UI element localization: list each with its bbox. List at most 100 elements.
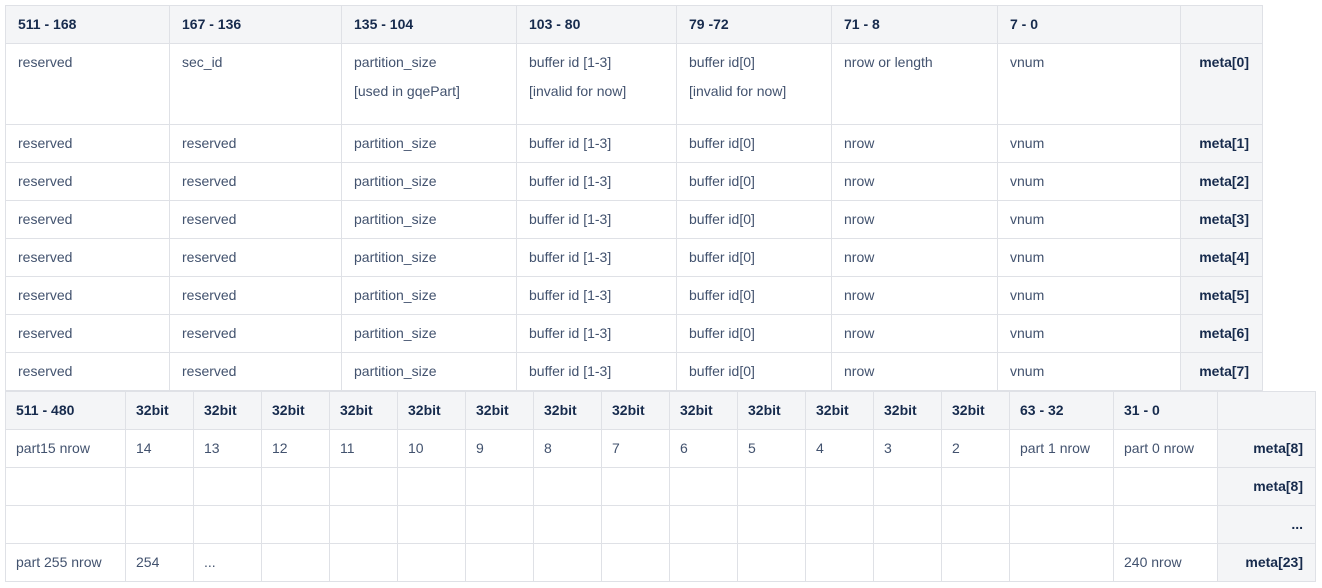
cell: nrow xyxy=(831,238,998,277)
cell: vnum xyxy=(997,352,1181,391)
cell: buffer id [1-3] xyxy=(516,352,677,391)
cell xyxy=(329,467,398,506)
cell: 7 xyxy=(601,429,670,468)
column-header: 32bit xyxy=(873,391,942,430)
cell xyxy=(873,505,942,544)
cell xyxy=(397,467,466,506)
cell xyxy=(125,467,194,506)
cell: 12 xyxy=(261,429,330,468)
cell: 13 xyxy=(193,429,262,468)
cell xyxy=(193,505,262,544)
cell: vnum xyxy=(997,314,1181,353)
meta-cell: meta[0] xyxy=(1180,43,1263,125)
cell: buffer id [1-3] xyxy=(516,276,677,315)
cell: reserved xyxy=(169,124,342,163)
meta-cell: meta[3] xyxy=(1180,200,1263,239)
table-row: reserved reserved partition_size buffer id … xyxy=(5,200,1263,239)
cell: reserved xyxy=(169,162,342,201)
cell: vnum xyxy=(997,238,1181,277)
cell: vnum xyxy=(997,124,1181,163)
header-row: 511 - 480 32bit 32bit 32bit 32bit 32bit 32bit 3… xyxy=(5,391,1316,430)
table-row: part 255 nrow 254... 240 nrow meta[23] xyxy=(5,543,1316,582)
cell: reserved xyxy=(5,238,170,277)
cell: buffer id [1-3] xyxy=(516,124,677,163)
meta-cell: meta[4] xyxy=(1180,238,1263,277)
meta-cell: ... xyxy=(1217,505,1316,544)
table-row: ... xyxy=(5,505,1316,544)
cell: partition_size xyxy=(341,314,517,353)
cell: reserved xyxy=(169,276,342,315)
cell: 9 xyxy=(465,429,534,468)
cell xyxy=(669,543,738,582)
cell: buffer id[0] xyxy=(676,200,832,239)
cell xyxy=(465,505,534,544)
cell: 5 xyxy=(737,429,806,468)
cell: partition_size xyxy=(341,238,517,277)
cell: ... xyxy=(193,543,262,582)
cell: reserved xyxy=(5,314,170,353)
cell: nrow xyxy=(831,276,998,315)
cell: buffer id [1-3] xyxy=(516,238,677,277)
table-row: reserved reserved partition_size buffer id … xyxy=(5,314,1263,353)
cell xyxy=(125,505,194,544)
cell-line: buffer id [1-3] xyxy=(529,54,612,70)
cell: 240 nrow xyxy=(1113,543,1218,582)
column-header xyxy=(1180,5,1263,44)
cell: nrow xyxy=(831,200,998,239)
cell: buffer id[0] xyxy=(676,276,832,315)
cell xyxy=(261,505,330,544)
cell-line: partition_size xyxy=(354,54,437,70)
cell xyxy=(805,543,874,582)
meta-cell: meta[5] xyxy=(1180,276,1263,315)
cell xyxy=(5,505,126,544)
cell xyxy=(261,467,330,506)
cell: reserved xyxy=(5,352,170,391)
cell xyxy=(941,543,1010,582)
cell xyxy=(601,543,670,582)
cell: reserved xyxy=(169,200,342,239)
cell xyxy=(533,505,602,544)
cell: sec_id xyxy=(169,43,342,125)
column-header: 32bit xyxy=(261,391,330,430)
cell xyxy=(669,467,738,506)
cell xyxy=(737,505,806,544)
cell: part 0 nrow xyxy=(1113,429,1218,468)
cell xyxy=(601,505,670,544)
table-row: part15 nrow 14 13 12 11 10 9 8 7 6 5 4 3 2 part 1 nrow… xyxy=(5,429,1316,468)
cell: buffer id[0] xyxy=(676,238,832,277)
cell: partition_size xyxy=(341,200,517,239)
cell xyxy=(193,467,262,506)
cell xyxy=(533,467,602,506)
table-row: reserved reserved partition_size buffer id … xyxy=(5,162,1263,201)
cell: part 1 nrow xyxy=(1009,429,1114,468)
meta-layout-table: 511 - 168 167 - 136 135 - 104 103 - 80 79 -7… xyxy=(5,5,1263,391)
meta-cell: meta[1] xyxy=(1180,124,1263,163)
column-header: 32bit xyxy=(397,391,466,430)
cell xyxy=(737,467,806,506)
cell xyxy=(397,543,466,582)
cell xyxy=(941,505,1010,544)
cell: nrow xyxy=(831,124,998,163)
cell: nrow xyxy=(831,352,998,391)
cell: buffer id[0] xyxy=(676,124,832,163)
cell xyxy=(533,543,602,582)
meta-cell: meta[8] xyxy=(1217,429,1316,468)
cell: vnum xyxy=(997,43,1181,125)
column-header: 32bit xyxy=(329,391,398,430)
cell xyxy=(329,543,398,582)
cell xyxy=(465,467,534,506)
cell-line: [invalid for now] xyxy=(689,83,787,99)
column-header: 71 - 8 xyxy=(831,5,998,44)
table-row: reserved reserved partition_size buffer id … xyxy=(5,124,1263,163)
table-row: reserved reserved partition_size buffer id … xyxy=(5,352,1263,391)
column-header: 32bit xyxy=(737,391,806,430)
cell: reserved xyxy=(5,276,170,315)
table-row: reserved reserved partition_size buffer id … xyxy=(5,238,1263,277)
table-row: reserved reserved partition_size buffer id … xyxy=(5,276,1263,315)
cell: 4 xyxy=(805,429,874,468)
cell: 254 xyxy=(125,543,194,582)
cell xyxy=(805,467,874,506)
cell: buffer id [1-3] [invalid for now] xyxy=(516,43,677,125)
header-row: 511 - 168 167 - 136 135 - 104 103 - 80 79 -7… xyxy=(5,5,1263,44)
column-header: 32bit xyxy=(465,391,534,430)
